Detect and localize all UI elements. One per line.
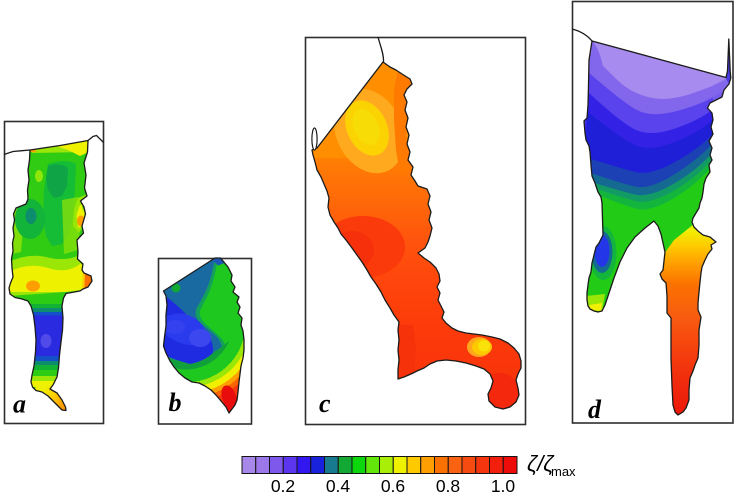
- svg-text:0.2: 0.2: [271, 476, 295, 496]
- svg-text:b: b: [169, 388, 182, 417]
- svg-text:max: max: [551, 464, 576, 479]
- svg-text:d: d: [588, 395, 602, 424]
- svg-text:0.4: 0.4: [326, 476, 351, 496]
- svg-text:a: a: [13, 390, 26, 419]
- svg-text:0.6: 0.6: [381, 476, 405, 496]
- svg-text:c: c: [319, 389, 331, 418]
- svg-text:ζ/ζ: ζ/ζ: [527, 451, 555, 476]
- svg-text:1.0: 1.0: [491, 476, 516, 496]
- svg-text:0.8: 0.8: [436, 476, 460, 496]
